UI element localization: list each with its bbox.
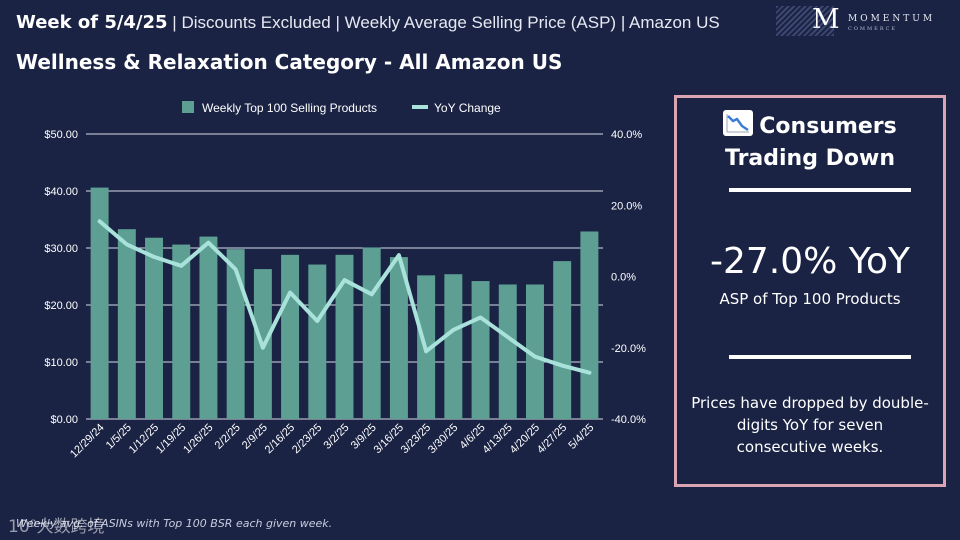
yoy-line <box>97 219 592 375</box>
y-left-tick: $20.00 <box>44 300 78 312</box>
big-stat: -27.0% YoY <box>709 241 911 282</box>
bar <box>553 261 572 419</box>
bar <box>226 249 245 419</box>
x-tick-label: 3/30/25 <box>426 422 460 456</box>
bar <box>389 257 408 419</box>
y-left-tick: $30.00 <box>44 243 78 255</box>
insight-panel: Consumers Trading Down -27.0% YoY ASP of… <box>674 95 946 487</box>
y-right-tick: 40.0% <box>611 129 642 141</box>
y-right-tick: -40.0% <box>611 414 646 426</box>
bar <box>281 254 300 419</box>
logo-letter: M <box>812 4 840 35</box>
divider-top <box>729 188 911 192</box>
week-label: Week of 5/4/25 <box>16 12 168 33</box>
legend-label-bars: Weekly Top 100 Selling Products <box>202 101 377 115</box>
bar <box>525 284 544 419</box>
panel-heading-line1: Consumers <box>759 114 897 139</box>
bar <box>335 254 354 419</box>
bar <box>199 236 218 419</box>
y-right-tick: 20.0% <box>611 200 642 212</box>
legend-label-line: YoY Change <box>434 101 501 115</box>
y-left-tick: $0.00 <box>50 414 78 426</box>
x-tick-label: 2/2/25 <box>213 422 243 452</box>
chart-decreasing-icon <box>723 110 754 136</box>
bar <box>90 187 109 419</box>
logo-subword: COMMERCE <box>848 26 898 32</box>
footnote: Weekly avg. of ASINs with Top 100 BSR ea… <box>16 517 333 530</box>
x-tick-label: 12/29/24 <box>68 422 107 461</box>
y-right-tick: -20.0% <box>611 343 646 355</box>
momentum-logo: M MOMENTUM COMMERCE <box>776 4 956 36</box>
watermark: 10⁰大数跨境 <box>8 517 105 537</box>
divider-bottom <box>729 355 911 359</box>
y-left-tick: $40.00 <box>44 186 78 198</box>
bar <box>308 264 327 419</box>
bar <box>444 274 463 419</box>
bar <box>498 284 517 419</box>
bar <box>580 231 599 419</box>
logo-pattern <box>776 6 834 36</box>
bar <box>145 237 164 419</box>
y-right-tick: 0.0% <box>611 272 636 284</box>
panel-note: Prices have dropped by double-digits YoY… <box>691 394 929 456</box>
logo-wordmark: MOMENTUM <box>848 14 936 24</box>
panel-heading-line2: Trading Down <box>724 146 895 171</box>
header-subtitle: | Discounts Excluded | Weekly Average Se… <box>167 13 720 32</box>
bar <box>362 247 381 419</box>
x-tick-label: 2/23/25 <box>290 422 324 456</box>
header-line: Week of 5/4/25 | Discounts Excluded | We… <box>16 12 720 33</box>
panel-heading: Consumers Trading Down <box>677 110 943 175</box>
bar <box>471 281 490 419</box>
asp-chart: $0.00 $10.00 $20.00 $30.00 $40.00 $50.00 -40.0… <box>44 101 646 461</box>
y-left-tick: $50.00 <box>44 129 78 141</box>
bar <box>172 244 191 419</box>
y-left-tick: $10.00 <box>44 357 78 369</box>
big-stat-label: ASP of Top 100 Products <box>719 290 901 308</box>
x-tick-label: 5/4/25 <box>566 422 596 452</box>
x-tick-label: 3/2/25 <box>322 422 352 452</box>
legend-swatch-bars <box>182 101 194 113</box>
x-tick-label: 4/27/25 <box>535 422 569 456</box>
category-title: Wellness & Relaxation Category - All Ama… <box>16 50 563 74</box>
bar <box>117 229 136 419</box>
x-tick-label: 1/26/25 <box>181 422 215 456</box>
